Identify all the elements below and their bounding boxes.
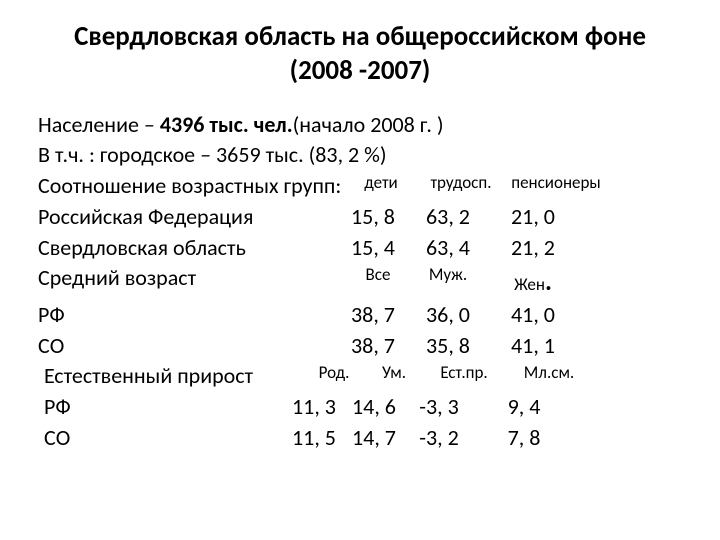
age-h2: трудосп. [416,171,506,202]
avg-so-v1: 38, 7 [338,331,408,362]
rf-v3: 21, 0 [488,202,578,233]
nat-header-row: Естественный прирост Род. Ум. Ест.пр. Мл… [38,361,682,392]
avg-rf-v3: 41, 0 [488,300,578,331]
rf-age-row: Российская Федерация 15, 8 63, 2 21, 0 [38,202,682,233]
nat-so-label: СО [38,423,284,454]
nat-rf-v3: -3, 3 [404,392,474,423]
so-label: Свердловская область [38,233,338,264]
nat-rf-label: РФ [38,392,284,423]
avg-age-label: Средний возраст [38,263,348,299]
nat-rf-v2: 14, 6 [344,392,404,423]
nat-h4: Мл.см. [504,361,594,392]
title-line1: Свердловская область на общероссийском ф… [74,20,646,53]
avg-h2: Муж. [408,263,488,299]
age-header-row: Соотношение возрастных групп: дети трудо… [38,171,682,202]
slide-title: Свердловская область на общероссийском ф… [38,20,682,88]
urban-line: В т.ч. : городское – 3659 тыс. (83, 2 %) [38,140,682,171]
avg-rf-row: РФ 38, 7 36, 0 41, 0 [38,300,682,331]
avg-rf-v2: 36, 0 [408,300,488,331]
nat-rf-row: РФ 11, 3 14, 6 -3, 3 9, 4 [38,392,682,423]
age-h1: дети [346,171,416,202]
pop-post: (начало 2008 г. ) [293,111,444,138]
avg-h3-dot: . [545,265,552,297]
rf-v1: 15, 8 [338,202,408,233]
avg-so-v2: 35, 8 [408,331,488,362]
nat-h1: Род. [304,361,364,392]
pop-bold: 4396 тыс. чел. [160,111,293,138]
avg-so-v3: 41, 1 [488,331,578,362]
nat-so-v2: 14, 7 [344,423,404,454]
avg-rf-v1: 38, 7 [338,300,408,331]
nat-rf-v1: 11, 3 [284,392,344,423]
so-age-row: Свердловская область 15, 4 63, 4 21, 2 [38,233,682,264]
age-ratio-label: Соотношение возрастных групп: [38,171,346,202]
avg-h3: Жен [514,274,545,295]
nat-so-v3: -3, 2 [404,423,474,454]
rf-v2: 63, 2 [408,202,488,233]
title-line2: (2008 -2007) [290,54,431,87]
nat-label: Естественный прирост [38,361,304,392]
avg-header-row: Средний возраст Все Муж. Жен. [38,263,682,299]
avg-rf-label: РФ [38,300,338,331]
nat-so-v4: 7, 8 [474,423,574,454]
avg-h3-wrap: Жен. [488,263,578,299]
avg-so-label: СО [38,331,338,362]
population-line: Население – 4396 тыс. чел.(начало 2008 г… [38,110,682,141]
age-h3: пенсионеры [506,171,606,202]
rf-label: Российская Федерация [38,202,338,233]
pop-pre: Население – [38,111,160,138]
slide-content: Свердловская область на общероссийском ф… [0,0,720,474]
nat-so-v1: 11, 5 [284,423,344,454]
so-v2: 63, 4 [408,233,488,264]
so-v3: 21, 2 [488,233,578,264]
avg-h1: Все [348,263,408,299]
nat-h2: Ум. [364,361,424,392]
so-v1: 15, 4 [338,233,408,264]
nat-h3: Ест.пр. [424,361,504,392]
nat-rf-v4: 9, 4 [474,392,574,423]
avg-so-row: СО 38, 7 35, 8 41, 1 [38,331,682,362]
nat-so-row: СО 11, 5 14, 7 -3, 2 7, 8 [38,423,682,454]
